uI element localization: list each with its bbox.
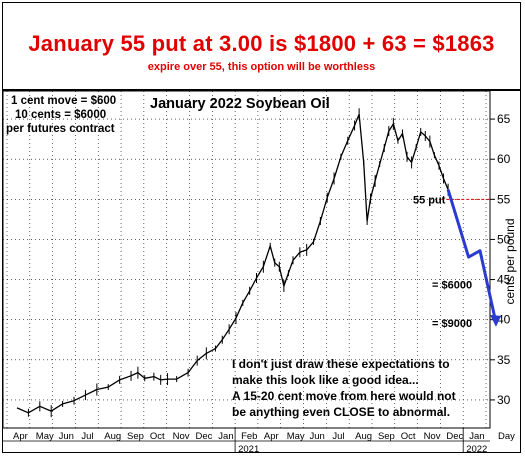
x-tick-label: Feb [241,431,257,442]
x-tick-label: Jul [332,431,344,442]
x-tick-label: Aug [104,431,121,442]
y-tick-label: 65 [497,112,511,126]
annotation-label: 55 put [413,194,446,206]
x-tick-label: May [36,431,54,442]
commentary-line: be anything even CLOSE to abnormal. [232,405,450,419]
y-tick-label: 35 [497,353,511,367]
commentary-line: make this look like a good idea... [232,373,419,387]
x-tick-label: Oct [150,431,165,442]
x-tick-label: Sep [127,431,144,442]
commentary-line: A 15-20 cent move from here would not [232,389,456,403]
headline-banner: January 55 put at 3.00 is $1800 + 63 = $… [3,3,520,91]
plot-frame [2,90,491,429]
price-line [16,113,449,414]
x-tick-label: Apr [264,431,279,442]
x-tick-label: Dec [446,431,463,442]
subheadline: expire over 55, this option will be wort… [147,61,376,73]
y-tick-label: 50 [497,232,511,246]
note-ten-cents: 10 cents = $6000 [15,109,106,121]
y-tick-label: 60 [497,152,511,166]
year-label: 2021 [238,444,259,455]
annotation-label: = $6000 [432,279,472,291]
x-tick-label: Nov [424,431,441,442]
chart-title: January 2022 Soybean Oil [150,96,330,112]
x-tick-label: Jan [469,431,484,442]
headline: January 55 put at 3.00 is $1800 + 63 = $… [28,31,495,56]
projection-arrowhead [490,314,501,327]
x-tick-label: Apr [13,431,28,442]
x-tick-label: Jan [218,431,233,442]
chart-frame: January 55 put at 3.00 is $1800 + 63 = $… [2,2,521,453]
x-tick-label: Dec [195,431,212,442]
commentary-line: I don't just draw these expectations to [232,357,450,371]
note-per-contract: per futures contract [6,123,115,135]
year-label: 2022 [466,444,487,455]
y-tick-label: 55 [497,192,511,206]
x-tick-label: Sep [378,431,395,442]
x-tick-label: Jun [310,431,325,442]
x-tick-label: Jul [81,431,93,442]
x-tick-label: Nov [173,431,190,442]
y-tick-label: 45 [497,273,511,287]
note-cent-move: 1 cent move = $600 [11,95,116,107]
x-tick-label: Oct [401,431,416,442]
annotation-label: = $9000 [432,318,472,330]
x-tick-label: Jun [59,431,74,442]
x-tick-label: May [287,431,305,442]
y-axis-label: cents per pound [503,218,517,304]
x-tick-label: Day [498,431,515,442]
y-tick-label: 30 [497,393,511,407]
projection-line [446,189,498,324]
x-tick-label: Aug [355,431,372,442]
